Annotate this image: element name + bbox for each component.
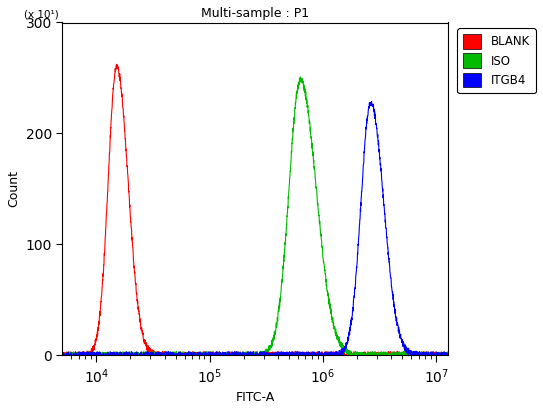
Y-axis label: Count: Count xyxy=(7,170,20,207)
Text: (x 10¹): (x 10¹) xyxy=(24,9,59,19)
Legend: BLANK, ISO, ITGB4: BLANK, ISO, ITGB4 xyxy=(458,28,536,93)
Title: Multi-sample : P1: Multi-sample : P1 xyxy=(201,7,309,20)
X-axis label: FITC-A: FITC-A xyxy=(235,391,275,404)
